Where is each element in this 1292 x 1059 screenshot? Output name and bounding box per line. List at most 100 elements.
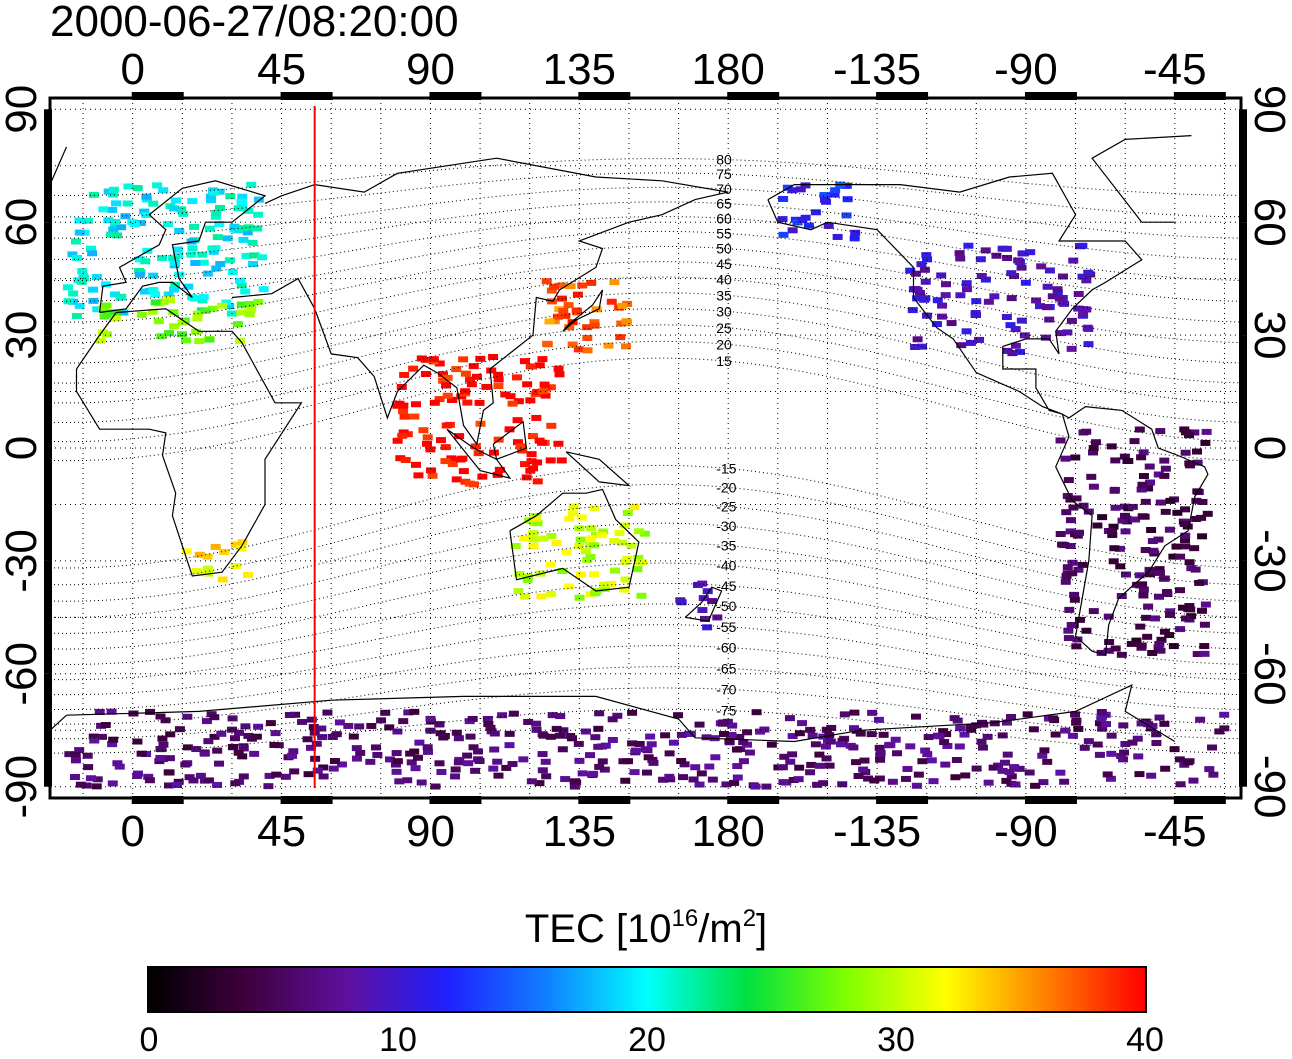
tec-cell: [114, 763, 125, 770]
tec-cell: [1137, 513, 1148, 520]
tec-cell: [122, 200, 133, 207]
tec-cell: [194, 338, 205, 345]
tec-cell: [391, 768, 402, 775]
frame-tick: [1024, 92, 1077, 100]
tec-cell: [227, 726, 238, 733]
tec-cell: [701, 734, 712, 741]
tec-cell: [1208, 771, 1219, 778]
tec-cell: [610, 567, 621, 574]
frame-tick: [876, 796, 929, 804]
tec-cell: [934, 733, 945, 740]
timestamp-title: 2000-06-27/08:20:00: [50, 0, 459, 46]
tec-cell: [229, 223, 240, 230]
tec-cell: [702, 588, 713, 595]
tec-cell: [956, 342, 967, 349]
tec-cell: [1175, 626, 1186, 633]
tec-cell: [538, 388, 549, 395]
tec-cell: [942, 742, 953, 749]
tec-cell: [521, 474, 532, 481]
tec-cell: [237, 201, 248, 208]
tec-cell: [1118, 722, 1129, 729]
tec-cell: [910, 343, 921, 350]
tec-cell: [129, 221, 140, 228]
tec-cell: [471, 373, 482, 380]
tec-cell: [821, 755, 832, 762]
tec-cell: [890, 736, 901, 743]
tec-cell: [858, 766, 869, 773]
tec-cell: [497, 712, 508, 719]
tec-cell: [978, 721, 989, 728]
tec-cell: [841, 182, 852, 189]
tec-cell: [513, 588, 524, 595]
tec-cell: [599, 581, 610, 588]
tec-cell: [814, 751, 825, 758]
tec-cell: [697, 607, 708, 614]
tec-cell: [1171, 543, 1182, 550]
tec-cell: [238, 225, 249, 232]
tec-cell: [318, 773, 329, 780]
tec-cell: [236, 309, 247, 316]
tec-cell: [1042, 283, 1053, 290]
tec-cell: [163, 291, 174, 298]
tec-cell: [955, 725, 966, 732]
tec-cell: [334, 719, 345, 726]
contour-label: -55: [716, 619, 736, 635]
tec-cell: [1094, 751, 1105, 758]
tec-cell: [534, 362, 545, 369]
tec-cell: [558, 307, 569, 314]
tec-cell: [582, 556, 593, 563]
tec-cell: [946, 320, 957, 327]
tec-cell: [1062, 564, 1073, 571]
frame-tick: [1024, 796, 1077, 804]
tec-cell: [954, 743, 965, 750]
tec-cell: [132, 738, 143, 745]
tec-cell: [514, 571, 525, 578]
tec-cell: [163, 782, 174, 789]
contour-label: 20: [716, 336, 732, 352]
lon-tick-label-top: -90: [994, 45, 1058, 94]
tec-cell: [1072, 636, 1083, 643]
tec-cell: [1184, 460, 1195, 467]
tec-cell: [1164, 526, 1175, 533]
tec-cell: [850, 229, 861, 236]
tec-cell: [612, 712, 623, 719]
tec-cell: [851, 759, 862, 766]
frame-tick: [44, 222, 52, 336]
tec-cell: [413, 472, 424, 479]
tec-cell: [522, 381, 533, 388]
frame-tick: [1173, 796, 1226, 804]
tec-cell: [191, 746, 202, 753]
tec-cell: [866, 731, 877, 738]
tec-cell: [694, 781, 705, 788]
tec-cell: [1097, 725, 1108, 732]
tec-cell: [922, 751, 933, 758]
tec-cell: [676, 599, 687, 606]
axis-tick-labels: 0045459090135135180180-135-135-90-90-45-…: [0, 45, 1292, 856]
tec-cell: [1177, 604, 1188, 611]
tec-cell: [456, 393, 467, 400]
tec-cell: [485, 724, 496, 731]
tec-cell: [1077, 561, 1088, 568]
tec-cell: [744, 749, 755, 756]
tec-cell: [963, 242, 974, 249]
tec-cell: [634, 740, 645, 747]
tec-cell: [527, 433, 538, 440]
tec-cell: [536, 439, 547, 446]
tec-cell: [1116, 753, 1127, 760]
lon-tick-label-bottom: 90: [406, 807, 455, 856]
tec-cell: [143, 773, 154, 780]
tec-cell: [1079, 744, 1090, 751]
tec-cell: [1109, 545, 1120, 552]
tec-cell: [558, 727, 569, 734]
tec-cell: [1127, 739, 1138, 746]
tec-cell: [152, 182, 163, 189]
tec-cell: [577, 770, 588, 777]
tec-cell: [453, 759, 464, 766]
tec-cell: [519, 358, 530, 365]
tec-cell: [230, 780, 241, 787]
tec-cell: [1005, 322, 1016, 329]
tec-cell: [316, 725, 327, 732]
tec-cell: [555, 713, 566, 720]
tec-cell: [376, 717, 387, 724]
tec-cell: [1154, 566, 1165, 573]
